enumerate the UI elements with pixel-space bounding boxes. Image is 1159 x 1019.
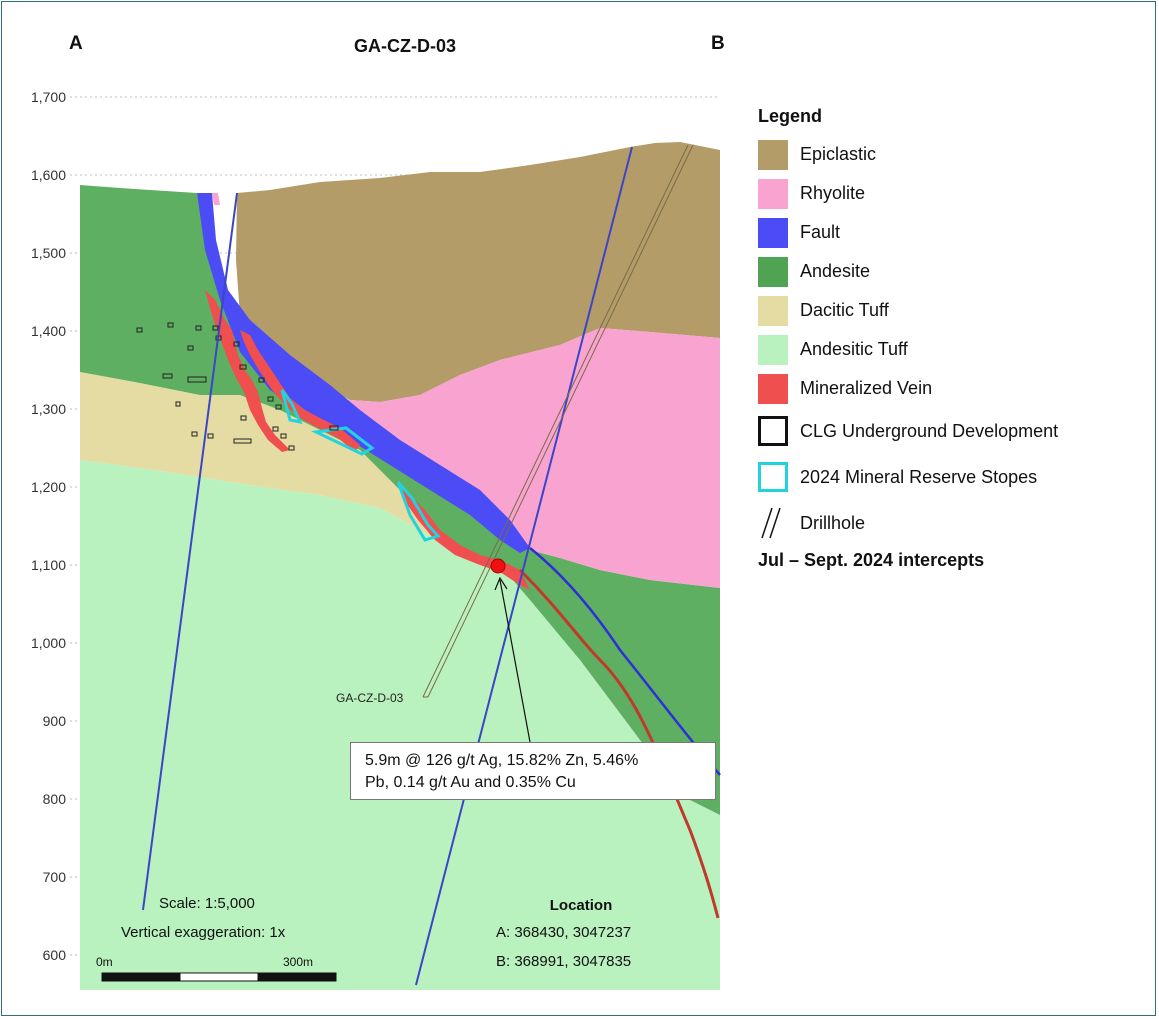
section-end-b: B — [711, 33, 725, 54]
legend-label: Rhyolite — [800, 183, 866, 203]
y-tick-label: 1,100 — [30, 557, 66, 573]
legend-swatch — [758, 256, 788, 287]
legend-label: CLG Underground Development — [800, 420, 1059, 441]
scale-bar-end-label: 300m — [283, 955, 314, 969]
rhyolite-unit — [330, 328, 720, 588]
legend-swatch — [758, 334, 788, 365]
andesitic-tuff-unit — [80, 460, 720, 990]
rhyolite-sliver — [212, 193, 220, 205]
location-point-b: B: 368991, 3047835 — [496, 953, 632, 970]
y-tick-label: 600 — [42, 947, 66, 963]
callout-line-1: 5.9m @ 126 g/t Ag, 15.82% Zn, 5.46% — [365, 752, 639, 769]
section-end-a: A — [69, 33, 83, 54]
intercept-marker — [490, 558, 506, 574]
vertical-exaggeration: Vertical exaggeration: 1x — [121, 924, 286, 941]
legend-swatch-cyan — [758, 462, 788, 492]
legend-swatch — [758, 295, 788, 326]
y-tick-label: 1,400 — [30, 323, 66, 339]
y-tick-label: 1,700 — [30, 89, 66, 105]
scale-bar — [101, 972, 337, 982]
legend: Legend Epiclastic Rhyolite Fault Andesit… — [758, 106, 1153, 571]
callout-line-2: Pb, 0.14 g/t Au and 0.35% Cu — [365, 774, 576, 791]
legend-intercepts-note: Jul – Sept. 2024 intercepts — [758, 550, 985, 570]
vein-trace — [518, 568, 720, 919]
epiclastic-unit — [236, 142, 720, 402]
intercept-arrow — [494, 576, 531, 743]
legend-label: Andesite — [800, 261, 871, 281]
legend-swatch — [758, 178, 788, 209]
legend-item-drillhole: Drillhole — [758, 500, 1153, 546]
legend-item-underground: CLG Underground Development — [758, 408, 1153, 454]
underground-development — [136, 322, 339, 451]
drillhole-label: GA-CZ-D-03 — [336, 691, 404, 705]
drillhole-ga-cz-d-03 — [422, 144, 694, 698]
drillhole-icon — [761, 507, 781, 539]
intercept-callout: 5.9m @ 126 g/t Ag, 15.82% Zn, 5.46% Pb, … — [350, 742, 716, 800]
scale-bar-start-label: 0m — [96, 955, 113, 969]
legend-swatch — [758, 217, 788, 248]
y-tick-label: 1,000 — [30, 635, 66, 651]
legend-item-fault: Fault — [758, 213, 1153, 252]
y-tick-label: 700 — [42, 869, 66, 885]
legend-swatch — [758, 373, 788, 404]
legend-item-mineralized-vein: Mineralized Vein — [758, 369, 1153, 408]
y-tick-label: 1,300 — [30, 401, 66, 417]
legend-label: 2024 Mineral Reserve Stopes — [800, 466, 1038, 487]
reserve-stopes — [280, 389, 441, 542]
scale-ratio: Scale: 1:5,000 — [159, 895, 255, 912]
legend-label: Andesitic Tuff — [800, 339, 908, 359]
y-tick-label: 800 — [42, 791, 66, 807]
y-tick-label: 1,600 — [30, 167, 66, 183]
y-tick-label: 1,500 — [30, 245, 66, 261]
legend-item-rhyolite: Rhyolite — [758, 174, 1153, 213]
legend-item-stopes: 2024 Mineral Reserve Stopes — [758, 454, 1153, 500]
legend-label: Epiclastic — [800, 144, 877, 164]
legend-item-andesite: Andesite — [758, 252, 1153, 291]
section-title: GA-CZ-D-03 — [354, 36, 456, 56]
y-tick-label: 900 — [42, 713, 66, 729]
legend-label: Drillhole — [800, 512, 866, 533]
legend-item-dacitic-tuff: Dacitic Tuff — [758, 291, 1153, 330]
legend-item-andesitic-tuff: Andesitic Tuff — [758, 330, 1153, 369]
location-point-a: A: 368430, 3047237 — [496, 924, 632, 941]
legend-swatch-outline — [758, 416, 788, 446]
legend-title: Legend — [758, 106, 823, 126]
dacitic-tuff-unit — [80, 372, 430, 535]
legend-label: Mineralized Vein — [800, 378, 933, 398]
legend-label: Fault — [800, 222, 841, 242]
location-box: Location A: 368430, 3047237 B: 368991, 3… — [496, 897, 696, 982]
legend-label: Dacitic Tuff — [800, 300, 889, 320]
legend-item-epiclastic: Epiclastic — [758, 135, 1153, 174]
y-tick-label: 1,200 — [30, 479, 66, 495]
scale-info: Scale: 1:5,000 Vertical exaggeration: 1x — [121, 889, 285, 947]
legend-swatch — [758, 139, 788, 170]
location-title: Location — [549, 897, 613, 914]
drillholes — [142, 146, 633, 986]
